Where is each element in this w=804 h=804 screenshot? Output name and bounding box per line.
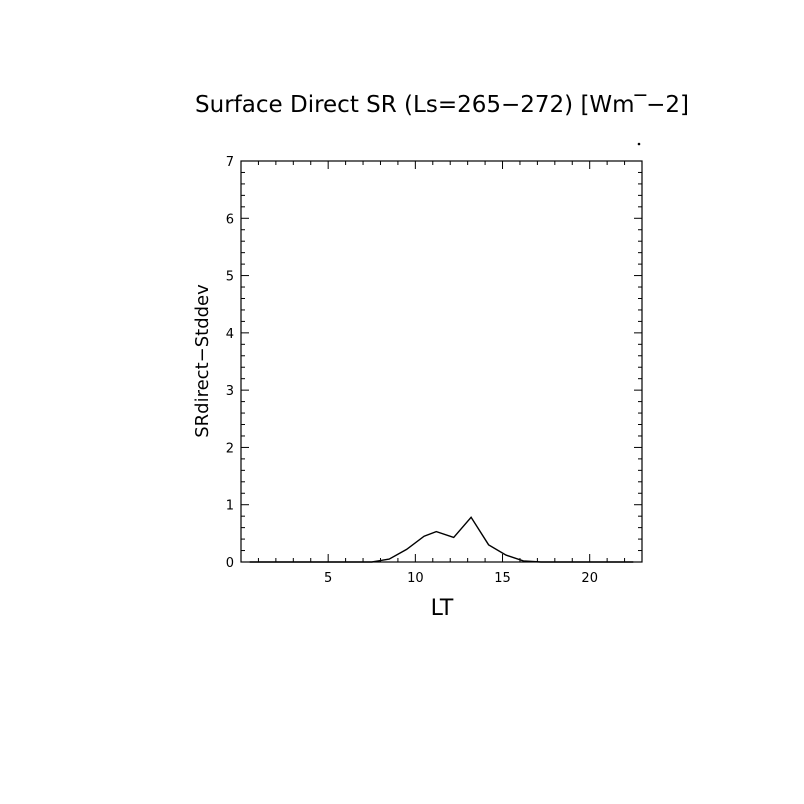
plot-frame [240, 160, 643, 563]
y-axis-label: SRdirect−Stddev [192, 284, 213, 438]
y-tick-label: 6 [226, 212, 234, 227]
y-tick-label: 4 [226, 327, 234, 342]
chart-title: Surface Direct SR (Ls=265−272) [Wm‾−2] [195, 92, 689, 118]
y-tick-label: 3 [226, 384, 234, 399]
series-line-0 [249, 516, 634, 563]
x-axis-label: LT [431, 596, 454, 621]
y-tick-label: 1 [226, 499, 234, 514]
x-tick-label: 15 [494, 571, 511, 586]
x-tick-label: 10 [407, 571, 424, 586]
series-layer [249, 516, 634, 563]
y-tick-label: 5 [226, 270, 234, 285]
y-tick-label: 2 [226, 441, 234, 456]
corner-dot [637, 142, 641, 146]
x-tick-label: 20 [581, 571, 598, 586]
y-tick-label: 0 [226, 556, 234, 571]
axes: 5 10 15 20 0 1 2 3 4 5 6 7 [226, 155, 643, 586]
y-tick-label: 7 [226, 155, 234, 170]
x-tick-label: 5 [324, 571, 332, 586]
